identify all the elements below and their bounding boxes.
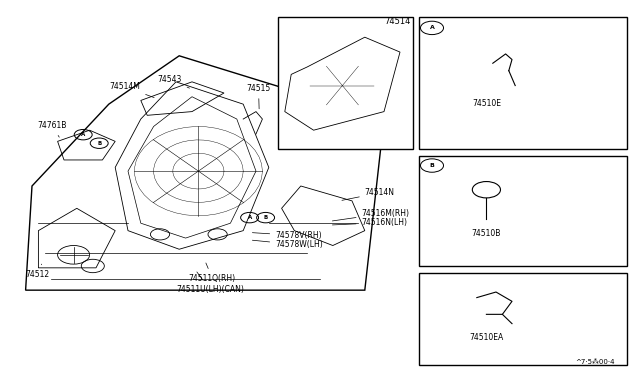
Text: 74514N: 74514N <box>342 188 395 201</box>
Text: A: A <box>429 25 435 31</box>
Text: ^7·5⁂00·4: ^7·5⁂00·4 <box>575 359 614 365</box>
Text: B: B <box>264 215 268 220</box>
Text: B: B <box>429 163 435 168</box>
Bar <box>419 273 627 365</box>
Text: B: B <box>97 141 101 146</box>
Text: 74510EA: 74510EA <box>469 333 504 342</box>
Text: 74511Q(RH): 74511Q(RH) <box>189 263 236 283</box>
Text: A: A <box>248 215 252 220</box>
Text: 74516M(RH): 74516M(RH) <box>332 209 410 221</box>
Bar <box>419 17 627 149</box>
Bar <box>419 156 627 266</box>
Bar <box>278 17 413 149</box>
Text: 74578W(LH): 74578W(LH) <box>252 240 323 249</box>
Text: 74512: 74512 <box>26 264 50 279</box>
Text: A: A <box>81 132 85 137</box>
Text: 74515: 74515 <box>246 84 271 109</box>
Text: 74761B: 74761B <box>37 121 67 137</box>
Text: 74510E: 74510E <box>472 99 501 108</box>
Text: 74510B: 74510B <box>472 229 501 238</box>
Text: 74514: 74514 <box>384 17 410 26</box>
Text: 74516N(LH): 74516N(LH) <box>332 218 408 227</box>
Text: 74578V(RH): 74578V(RH) <box>252 231 322 240</box>
Text: 74511U(LH)(CAN): 74511U(LH)(CAN) <box>176 272 244 294</box>
Text: 74514M: 74514M <box>109 82 154 97</box>
Text: 74543: 74543 <box>157 75 189 88</box>
